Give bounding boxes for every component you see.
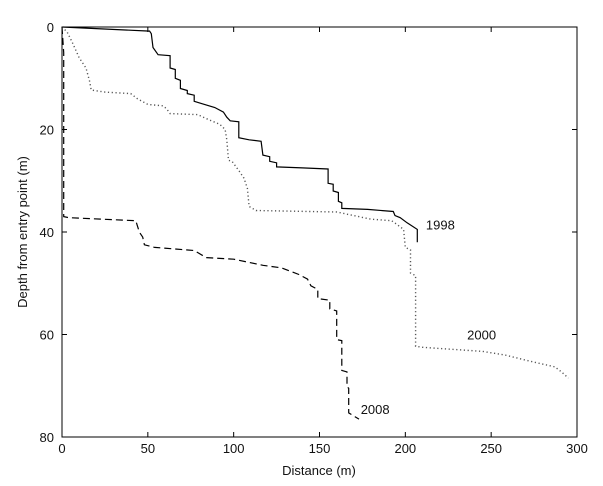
plot-frame xyxy=(61,26,578,438)
x-tick-label: 300 xyxy=(566,441,588,456)
series-line-1998 xyxy=(61,26,418,243)
series-label-2008: 2008 xyxy=(361,402,390,417)
series-line-2008 xyxy=(61,26,360,420)
series-labels: 1998 2000 2008 xyxy=(361,217,496,417)
x-tick-label: 0 xyxy=(58,441,65,456)
y-tick-label: 60 xyxy=(40,328,54,343)
y-tick-label: 20 xyxy=(40,123,54,138)
x-axis-label: Distance (m) xyxy=(282,463,356,478)
y-axis-ticks: 0 20 40 60 80 xyxy=(40,20,577,445)
x-tick-label: 150 xyxy=(309,441,331,456)
y-tick-label: 40 xyxy=(40,225,54,240)
series-label-2000: 2000 xyxy=(467,328,496,343)
series-label-1998: 1998 xyxy=(426,217,455,232)
x-tick-label: 50 xyxy=(141,441,155,456)
x-tick-label: 200 xyxy=(394,441,416,456)
x-tick-label: 100 xyxy=(223,441,245,456)
series-line-2000 xyxy=(61,26,569,379)
y-tick-label: 80 xyxy=(40,430,54,445)
x-tick-label: 250 xyxy=(480,441,502,456)
y-tick-label: 0 xyxy=(47,20,54,35)
x-axis-ticks: 0 50 100 150 200 250 300 xyxy=(58,27,588,456)
series-layer xyxy=(61,26,569,420)
y-axis-label: Depth from entry point (m) xyxy=(15,156,30,308)
